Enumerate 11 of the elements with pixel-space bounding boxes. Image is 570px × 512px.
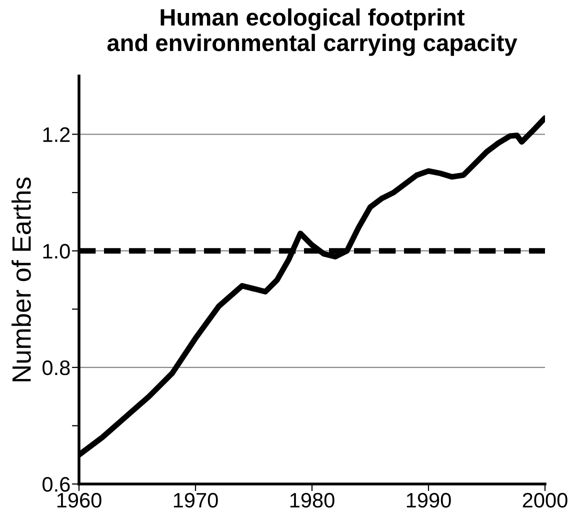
- x-tick-label: 1970: [174, 492, 218, 508]
- x-tick-label: 1960: [57, 492, 102, 508]
- x-tick-label: 1990: [406, 492, 451, 508]
- y-axis-title: Number of Earths: [12, 178, 31, 382]
- y-tick-label: 1.2: [43, 127, 70, 142]
- x-tick-label: 2000: [522, 492, 568, 508]
- y-tick-label: 0.6: [42, 477, 70, 492]
- y-tick-label: 0.8: [42, 360, 70, 376]
- y-tick-label: 1.0: [43, 244, 70, 259]
- x-tick-label: 1980: [290, 492, 334, 508]
- chart-title: Human ecological footprint and environmental carrying capacity: [107, 8, 518, 56]
